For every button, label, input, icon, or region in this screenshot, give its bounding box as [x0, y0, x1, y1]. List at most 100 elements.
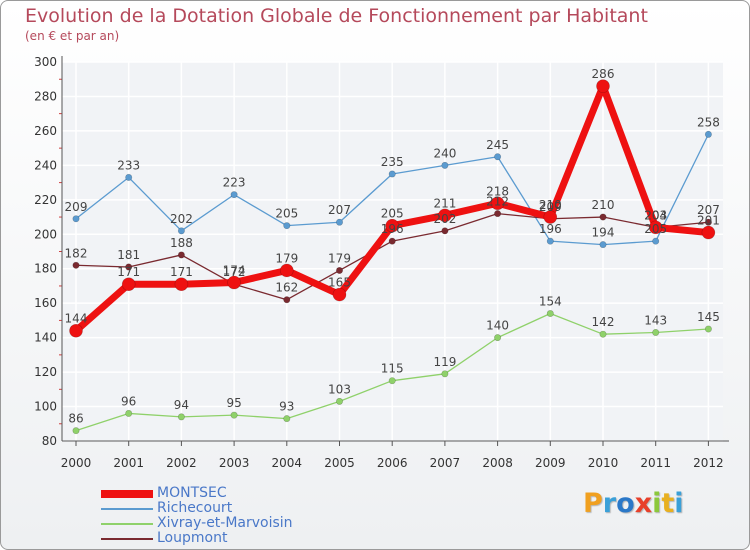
legend-label: Xivray-et-Marvoisin [157, 515, 293, 531]
data-point-xivray-et-marvoisin [388, 377, 396, 385]
data-point-richecourt [652, 237, 660, 245]
data-point-xivray-et-marvoisin [335, 397, 343, 405]
legend-label: Loupmont [157, 530, 228, 546]
x-tick-label: 2002 [166, 456, 197, 470]
data-point-richecourt [546, 237, 554, 245]
data-label-richecourt: 205 [275, 207, 298, 221]
logo-letter: i [674, 488, 684, 519]
y-tick-label: 260 [34, 124, 57, 138]
data-point-loupmont [125, 263, 133, 271]
x-tick-label: 2009 [535, 456, 566, 470]
legend-item: Loupmont [101, 530, 401, 546]
data-point-montsec [121, 277, 136, 292]
logo-letter: o [616, 488, 635, 519]
data-point-richecourt [704, 130, 712, 138]
data-label-montsec: 210 [539, 198, 562, 212]
logo-letter: i [652, 488, 662, 519]
data-point-richecourt [177, 227, 185, 235]
data-point-loupmont [72, 261, 80, 269]
data-point-loupmont [177, 251, 185, 259]
data-point-xivray-et-marvoisin [177, 413, 185, 421]
data-point-montsec [279, 263, 294, 278]
data-point-montsec [648, 220, 663, 235]
data-label-loupmont: 172 [223, 265, 246, 279]
data-point-montsec [543, 210, 558, 224]
chart-subtitle: (en € et par an) [25, 29, 120, 43]
data-point-richecourt [230, 191, 238, 199]
data-point-xivray-et-marvoisin [441, 370, 449, 378]
x-tick-label: 2000 [61, 456, 92, 470]
data-label-xivray-et-marvoisin: 96 [121, 394, 136, 408]
x-tick-label: 2001 [113, 456, 144, 470]
data-point-richecourt [388, 170, 396, 178]
data-point-xivray-et-marvoisin [494, 334, 502, 342]
data-point-loupmont [494, 210, 502, 218]
data-label-montsec: 171 [170, 265, 193, 279]
data-label-loupmont: 204 [644, 208, 667, 222]
y-tick-label: 160 [34, 296, 57, 310]
y-tick-label: 220 [34, 193, 57, 207]
data-label-montsec: 171 [117, 265, 140, 279]
y-tick-label: 300 [34, 55, 57, 69]
data-point-xivray-et-marvoisin [72, 427, 80, 435]
data-label-xivray-et-marvoisin: 142 [592, 315, 615, 329]
data-point-richecourt [494, 153, 502, 161]
data-point-loupmont [441, 227, 449, 235]
data-label-montsec: 205 [381, 207, 404, 221]
data-label-xivray-et-marvoisin: 94 [174, 398, 189, 412]
y-tick-label: 120 [34, 365, 57, 379]
y-tick-label: 200 [34, 227, 57, 241]
legend-item: Richecourt [101, 500, 401, 516]
data-point-montsec [490, 196, 505, 211]
y-tick-label: 80 [42, 434, 57, 448]
data-point-loupmont [283, 296, 291, 304]
data-label-richecourt: 223 [223, 176, 246, 190]
logo-letter: r [602, 488, 617, 519]
data-point-xivray-et-marvoisin [125, 409, 133, 417]
data-label-richecourt: 240 [433, 146, 456, 160]
data-point-loupmont [388, 237, 396, 245]
data-point-richecourt [441, 161, 449, 169]
data-label-richecourt: 233 [117, 158, 140, 172]
data-label-montsec: 201 [697, 214, 720, 228]
y-tick-label: 240 [34, 158, 57, 172]
data-point-loupmont [335, 266, 343, 274]
x-tick-label: 2007 [430, 456, 461, 470]
logo-letter: t [661, 488, 675, 519]
legend: MONTSEC Richecourt Xivray-et-Marvoisin Loup… [101, 485, 401, 546]
data-label-xivray-et-marvoisin: 93 [279, 400, 294, 414]
logo-letter: P [583, 488, 603, 519]
x-tick-label: 2008 [482, 456, 513, 470]
data-label-loupmont: 188 [170, 236, 193, 250]
data-label-xivray-et-marvoisin: 95 [226, 396, 241, 410]
data-point-loupmont [704, 218, 712, 226]
data-label-xivray-et-marvoisin: 86 [68, 412, 83, 426]
data-label-montsec: 286 [592, 67, 615, 81]
y-tick-label: 100 [34, 400, 57, 414]
x-tick-label: 2011 [640, 456, 671, 470]
data-label-xivray-et-marvoisin: 103 [328, 382, 351, 396]
data-label-loupmont: 162 [275, 281, 298, 295]
y-tick-label: 140 [34, 331, 57, 345]
data-point-loupmont [599, 213, 607, 221]
data-point-montsec [438, 208, 452, 223]
legend-item: Xivray-et-Marvoisin [101, 515, 401, 531]
data-point-xivray-et-marvoisin [704, 325, 712, 333]
data-label-xivray-et-marvoisin: 115 [381, 362, 404, 376]
data-point-montsec [701, 225, 716, 240]
data-label-loupmont: 207 [697, 203, 720, 217]
data-point-richecourt [335, 218, 343, 226]
data-point-xivray-et-marvoisin [230, 411, 238, 419]
x-tick-label: 2010 [588, 456, 619, 470]
data-point-montsec [174, 277, 189, 292]
data-label-richecourt: 196 [539, 222, 562, 236]
x-tick-label: 2003 [219, 456, 250, 470]
legend-item: MONTSEC [101, 485, 401, 501]
logo-letter: x [634, 488, 653, 519]
data-label-loupmont: 202 [433, 212, 456, 226]
data-label-xivray-et-marvoisin: 140 [486, 319, 509, 333]
data-point-montsec [69, 323, 83, 338]
data-label-xivray-et-marvoisin: 145 [697, 310, 720, 324]
data-label-loupmont: 209 [539, 200, 562, 214]
